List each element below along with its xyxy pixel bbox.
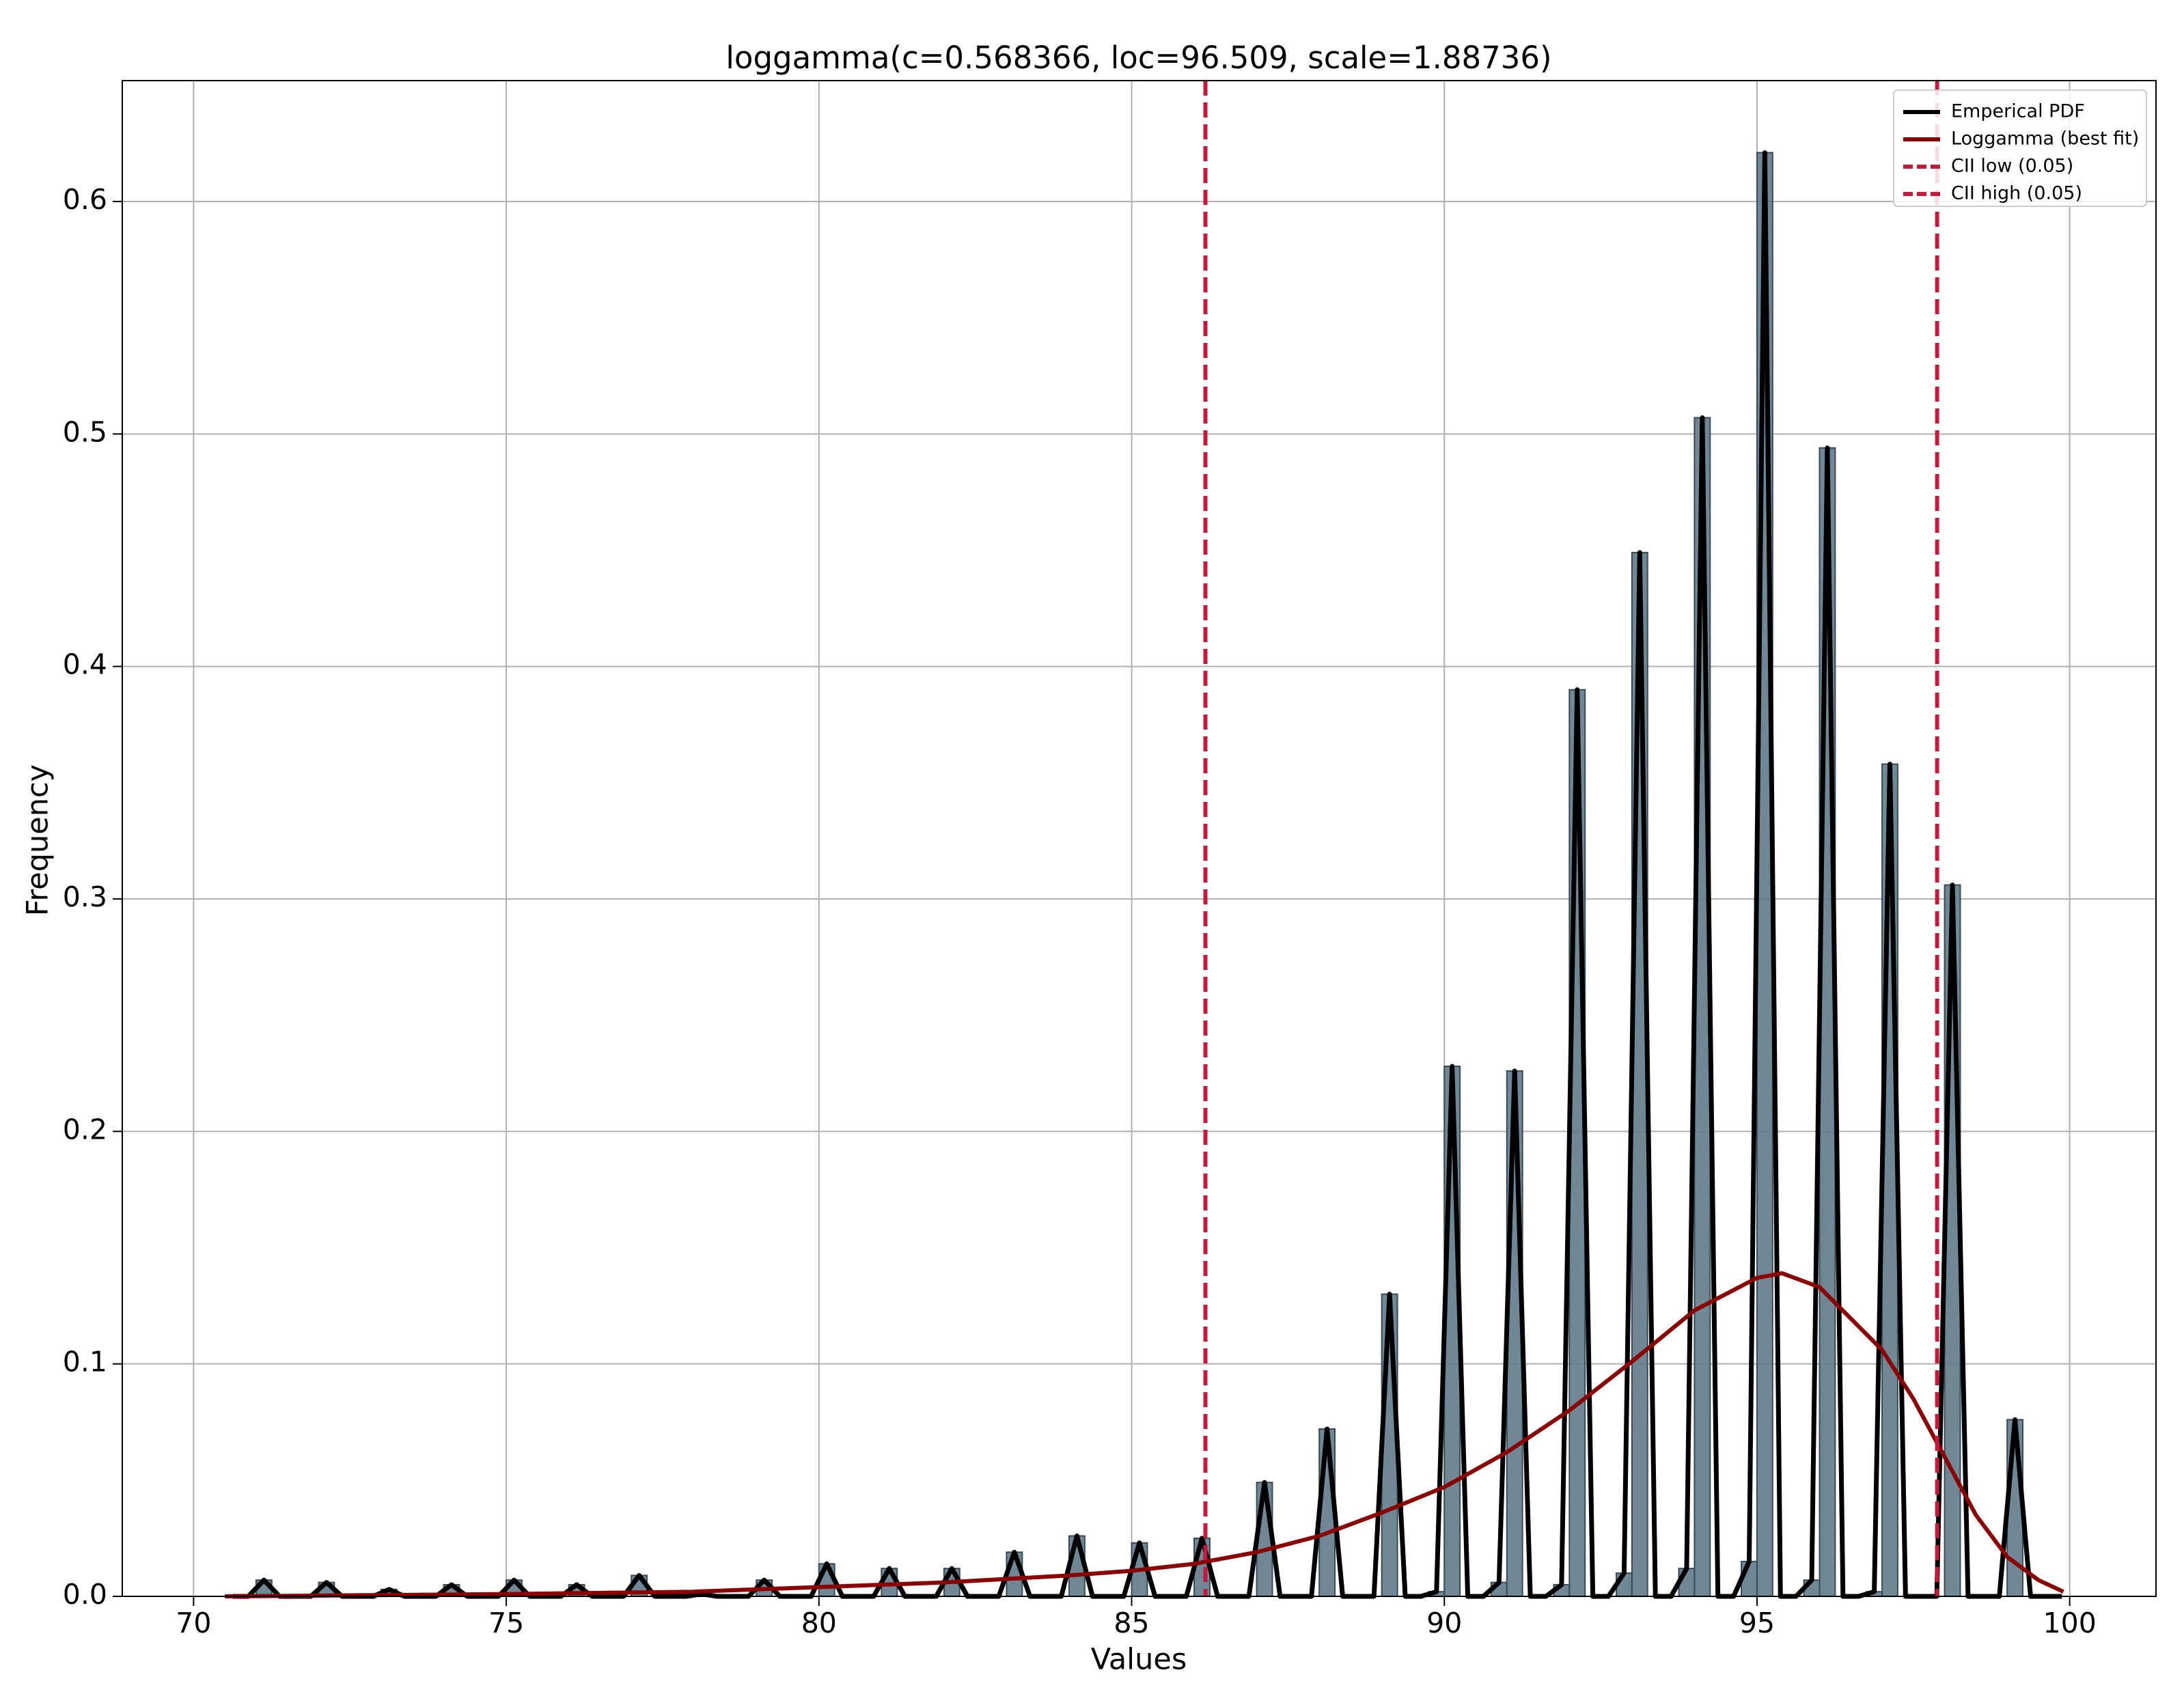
y-tick-label: 0.4 bbox=[63, 648, 107, 681]
legend-label: Loggamma (best fit) bbox=[1951, 128, 2139, 150]
plot-frame bbox=[122, 80, 2157, 1597]
x-tick-label: 95 bbox=[1739, 1607, 1775, 1639]
x-tick-label: 85 bbox=[1114, 1607, 1149, 1639]
y-tick-label: 0.6 bbox=[63, 183, 107, 216]
x-tick-label: 90 bbox=[1426, 1607, 1462, 1639]
y-axis-label: Frequency bbox=[21, 764, 55, 916]
y-tick-label: 0.1 bbox=[63, 1346, 107, 1378]
fit-line bbox=[225, 1271, 2064, 1598]
x-axis-label: Values bbox=[1091, 1643, 1187, 1677]
y-tick-label: 0.2 bbox=[63, 1113, 107, 1146]
y-tick-label: 0.5 bbox=[63, 415, 107, 448]
legend-box bbox=[1893, 89, 2147, 207]
y-tick-label: 0.0 bbox=[63, 1578, 107, 1611]
legend: Emperical PDF Loggamma (best fit) CII low … bbox=[1893, 89, 2147, 207]
legend-label: CII high (0.05) bbox=[1951, 183, 2082, 204]
x-tick-label: 70 bbox=[176, 1607, 211, 1639]
legend-label: Emperical PDF bbox=[1951, 101, 2085, 122]
x-tick-label: 80 bbox=[801, 1607, 837, 1639]
empirical-pdf-line bbox=[232, 150, 2062, 1599]
x-tick-label: 100 bbox=[2043, 1607, 2097, 1639]
chart-title: loggamma(c=0.568366, loc=96.509, scale=1… bbox=[725, 40, 1551, 76]
y-tick-label: 0.3 bbox=[63, 880, 107, 913]
x-tick-label: 75 bbox=[488, 1607, 524, 1639]
legend-label: CII low (0.05) bbox=[1951, 156, 2073, 177]
